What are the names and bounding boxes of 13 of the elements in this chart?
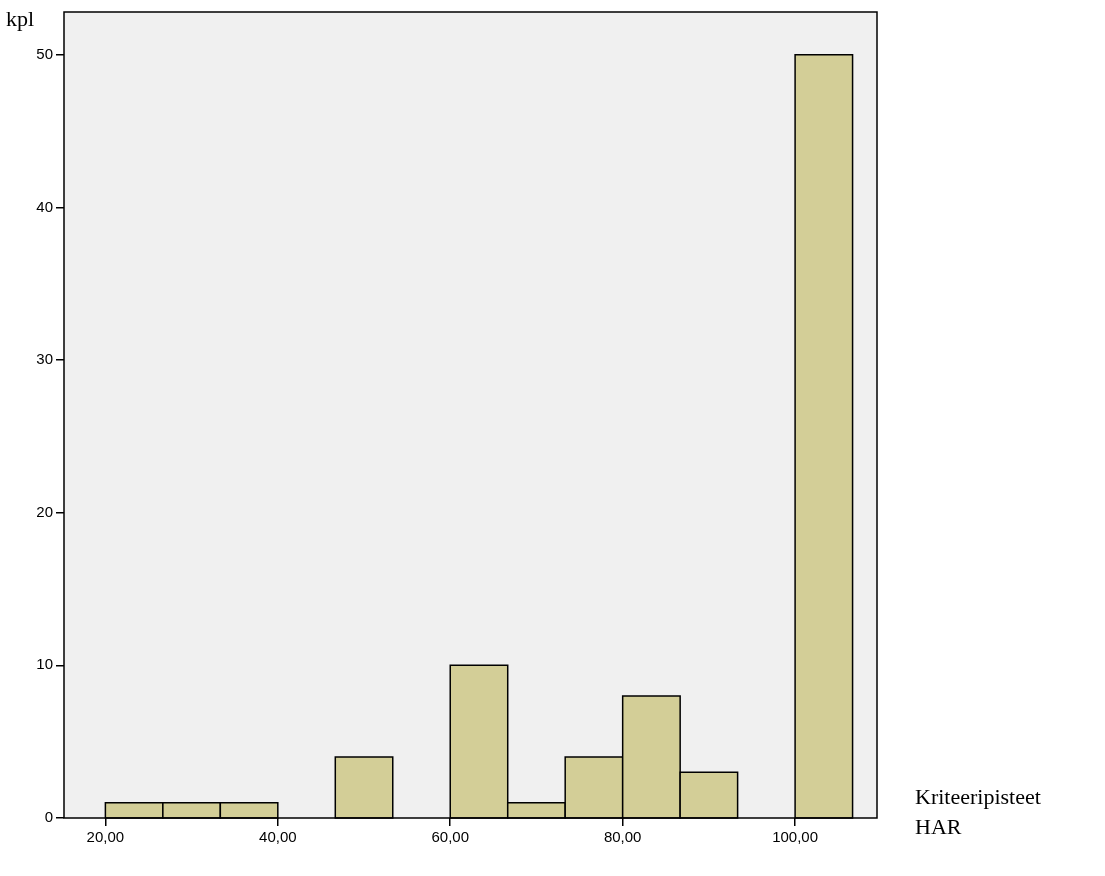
x-tick-label: 60,00	[431, 828, 470, 846]
x-axis-title: Kriteeripisteet HAR	[915, 783, 1042, 841]
y-tick-label: 20	[36, 502, 53, 520]
x-tick-label: 20,00	[86, 828, 125, 846]
x-tick-label: 80,00	[603, 828, 642, 846]
y-axis-title: kpl	[6, 6, 35, 32]
x-tick-label: 40,00	[259, 828, 297, 846]
y-tick-label: 0	[44, 808, 53, 826]
y-tick-label: 40	[36, 197, 53, 215]
y-tick-label: 30	[36, 350, 53, 368]
y-tick-label: 10	[36, 655, 53, 673]
x-tick-label: 100,00	[772, 828, 819, 846]
y-tick-label: 50	[36, 44, 53, 62]
